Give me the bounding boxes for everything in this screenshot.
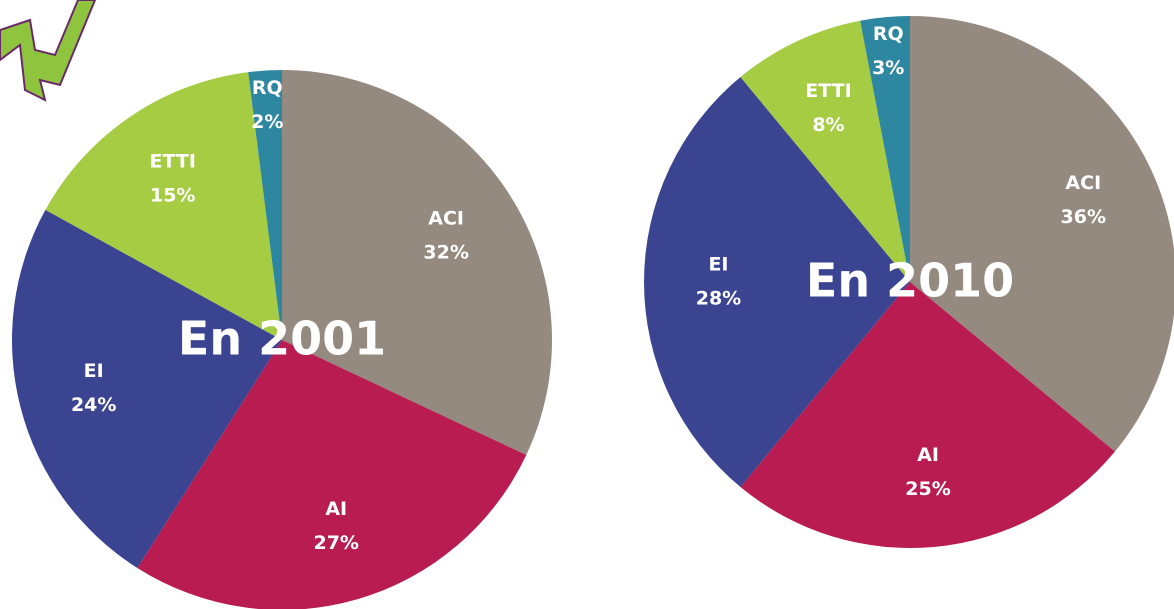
pie-slice	[910, 16, 1174, 452]
slice-value-label: 8%	[812, 114, 844, 136]
pie-slice	[644, 77, 910, 487]
slice-value-label: 25%	[905, 478, 950, 500]
slice-category: AI	[325, 498, 347, 520]
pie-slice	[248, 70, 282, 340]
pie-slice	[282, 70, 552, 455]
slice-value-label: 24%	[71, 394, 116, 416]
slice-category: ETTI	[805, 80, 851, 102]
slice-category: EI	[708, 254, 728, 276]
slice-category: EI	[84, 360, 104, 382]
pie-slice	[45, 72, 282, 340]
slice-value-label: 15%	[150, 185, 195, 207]
slice-category: ETTI	[150, 151, 196, 173]
slice-value-label: 2%	[251, 111, 283, 133]
slice-value-label: 3%	[872, 57, 904, 79]
pie-slice	[137, 340, 527, 609]
chart-title: En 2001	[178, 312, 386, 366]
slice-value-label: 36%	[1061, 206, 1106, 228]
pie-slice	[860, 16, 910, 282]
pie-slice	[11, 209, 282, 568]
slice-value-label: 27%	[313, 532, 358, 554]
slice-category: RQ	[252, 77, 283, 99]
chart-title: En 2010	[806, 254, 1014, 308]
slice-category: ACI	[1065, 172, 1101, 194]
slice-category: ACI	[428, 207, 464, 229]
slice-category: RQ	[873, 23, 904, 45]
slice-category: AI	[917, 444, 939, 466]
logo	[0, 0, 97, 102]
slice-value-label: 28%	[696, 288, 741, 310]
pie-slice	[740, 282, 1115, 548]
slice-value-label: 32%	[423, 241, 468, 263]
pie-slice	[740, 20, 910, 283]
